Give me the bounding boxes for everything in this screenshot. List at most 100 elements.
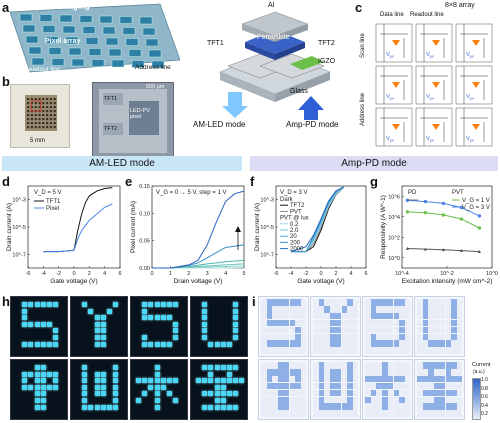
cell-border — [455, 65, 493, 105]
lit-pixel — [94, 371, 100, 377]
photocurrent-cell — [370, 396, 377, 404]
address-line-label-c-wrap: Address line — [360, 76, 370, 132]
address-line-label-c: Address line — [360, 92, 366, 126]
photocurrent-cell — [422, 396, 429, 404]
photocurrent-cell — [335, 340, 342, 348]
x-tick-label: 2 — [334, 271, 337, 277]
photocurrent-image-tile — [362, 359, 413, 420]
photocurrent-cell — [451, 340, 457, 348]
lit-pixel — [227, 404, 232, 410]
arrow-head-icon — [235, 226, 241, 232]
photocurrent-cell — [422, 389, 429, 397]
display-imaging-title: Display and imaging — [12, 2, 90, 11]
photocurrent-cell — [456, 410, 463, 417]
photocurrent-cell — [422, 368, 429, 376]
x-tick-label: -2 — [304, 271, 309, 277]
photocurrent-cell — [434, 410, 440, 417]
y-tick-label: 10^6 — [388, 194, 400, 200]
photocurrent-cell — [347, 368, 353, 376]
panel-label-h: h — [2, 294, 10, 309]
photocurrent-cell — [439, 410, 446, 417]
photocurrent-cell — [295, 326, 301, 334]
photo-pixel — [27, 102, 30, 105]
x-tick-label: 4 — [103, 271, 106, 277]
photocurrent-cell — [341, 299, 347, 306]
photocurrent-cell — [434, 396, 440, 404]
photocurrent-cell — [370, 305, 377, 313]
photocurrent-cell — [341, 396, 347, 404]
chart-d: -6 -4 -2 0 2 4 6 10^-7 10^-5 10^-3 Gate voltage (V… — [2, 174, 126, 292]
photocurrent-cell — [295, 410, 301, 417]
photocurrent-cell — [404, 389, 411, 397]
vpv-label: Vpv — [386, 136, 394, 143]
photocurrent-cell — [295, 362, 301, 369]
photocurrent-cell — [417, 347, 423, 354]
x-tick-label: 5 — [242, 271, 245, 277]
photo-pixel — [34, 106, 37, 109]
y-tick-label: 0.10 — [139, 211, 150, 217]
lit-pixel — [160, 341, 166, 347]
photocurrent-cell — [324, 368, 330, 376]
photo-pixel — [27, 118, 30, 121]
lit-pixel — [167, 341, 172, 347]
panel-label-f: f — [250, 174, 255, 189]
photocurrent-cell — [370, 299, 377, 306]
lit-pixel — [28, 341, 34, 347]
photocurrent-cell — [341, 403, 347, 411]
amp-pd-mode-label: Amp-PD mode — [286, 120, 339, 129]
photocurrent-cell — [347, 375, 353, 383]
x-tick-label: 10^-2 — [440, 271, 454, 277]
lit-pixel — [154, 384, 160, 390]
photocurrent-cell — [300, 305, 307, 313]
photocurrent-cell — [399, 340, 405, 348]
photocurrent-cell — [318, 340, 325, 348]
photocurrent-cell — [289, 319, 295, 327]
photocurrent-cell — [387, 396, 394, 404]
panel-label-c: c — [355, 0, 363, 15]
photocurrent-cell — [295, 403, 301, 411]
circuit-cell: Vpv — [375, 65, 413, 105]
glass-label: Glass — [290, 88, 308, 95]
photocurrent-cell — [341, 362, 347, 369]
photocurrent-cell — [428, 382, 434, 390]
photocurrent-cell — [266, 368, 273, 376]
lit-pixel — [22, 384, 28, 390]
led-diode-icon — [432, 82, 440, 88]
photocurrent-cell — [289, 410, 295, 417]
pixel-cell — [62, 25, 76, 34]
photocurrent-cell — [330, 396, 336, 404]
lit-pixel — [47, 302, 52, 307]
lit-pixel — [202, 328, 208, 334]
photocurrent-cell — [347, 403, 353, 411]
photocurrent-image-tile — [258, 296, 309, 357]
photocurrent-cell — [393, 326, 399, 334]
lit-pixel — [94, 384, 100, 390]
cell-border — [455, 107, 493, 147]
photocurrent-cell — [417, 312, 423, 320]
photocurrent-cell — [347, 333, 353, 341]
photocurrent-cell — [428, 403, 434, 411]
photocurrent-cell — [318, 312, 325, 320]
photocurrent-cell — [393, 396, 399, 404]
lit-pixel — [227, 371, 232, 377]
photocurrent-cell — [439, 305, 446, 313]
x-axis-label: Gate voltage (V) — [50, 278, 97, 285]
photocurrent-cell — [439, 389, 446, 397]
lit-pixel — [34, 302, 40, 307]
photocurrent-cell — [370, 333, 377, 341]
vpv-sub: pv — [430, 54, 434, 59]
photocurrent-cell — [387, 305, 394, 313]
photocurrent-cell — [393, 382, 399, 390]
photocurrent-cell — [382, 368, 388, 376]
photocurrent-cell — [387, 375, 394, 383]
photocurrent-cell — [428, 305, 434, 313]
photocurrent-cell — [313, 305, 319, 313]
photocurrent-cell — [393, 333, 399, 341]
photocurrent-cell — [300, 396, 307, 404]
photocurrent-cell — [445, 410, 451, 417]
photocurrent-cell — [300, 382, 307, 390]
lit-pixel — [94, 391, 100, 397]
photo-pixel — [49, 110, 52, 113]
lit-pixel — [34, 398, 40, 403]
pixel-cell — [68, 47, 82, 56]
